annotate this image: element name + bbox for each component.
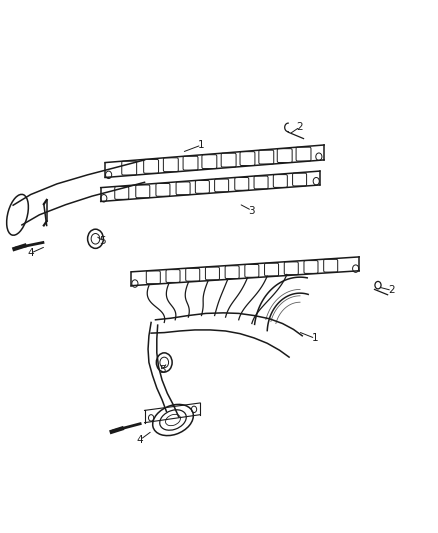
Text: 2: 2 (389, 286, 396, 295)
Text: 5: 5 (99, 236, 106, 246)
Text: 3: 3 (248, 206, 255, 215)
Text: 1: 1 (198, 140, 205, 150)
Text: 4: 4 (27, 248, 34, 258)
Text: 1: 1 (312, 334, 319, 343)
Text: 4: 4 (137, 435, 144, 445)
Text: 2: 2 (297, 122, 304, 132)
Text: 5: 5 (159, 366, 166, 375)
